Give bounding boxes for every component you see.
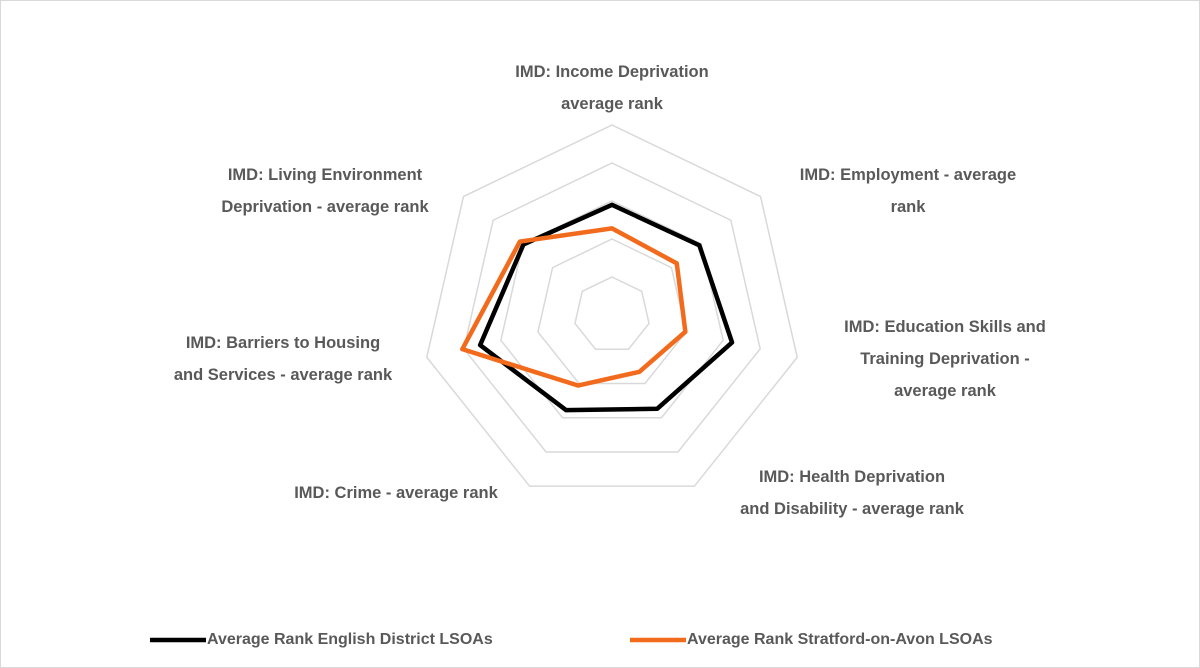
category-label: IMD: Crime - average rank bbox=[294, 484, 498, 502]
category-label: IMD: Health Deprivation and Disability - … bbox=[740, 468, 965, 518]
series-line bbox=[460, 226, 688, 388]
legend-label: Average Rank English District LSOAs bbox=[207, 631, 493, 648]
grid-ring bbox=[574, 276, 650, 350]
legend-label: Average Rank Stratford-on-Avon LSOAs bbox=[687, 631, 993, 648]
category-label: IMD: Living Environment Deprivation - ave… bbox=[221, 166, 429, 216]
series-line bbox=[477, 202, 735, 413]
category-label: IMD: Education Skills and Training Depriv… bbox=[844, 318, 1046, 400]
category-label: IMD: Barriers to Housing and Services - a… bbox=[174, 334, 393, 384]
grid-ring bbox=[462, 162, 762, 453]
grid-ring bbox=[425, 124, 799, 487]
category-label: IMD: Employment - average rank bbox=[800, 166, 1016, 216]
grid-ring bbox=[537, 238, 687, 385]
category-label: IMD: Income Deprivation average rank bbox=[515, 63, 708, 113]
